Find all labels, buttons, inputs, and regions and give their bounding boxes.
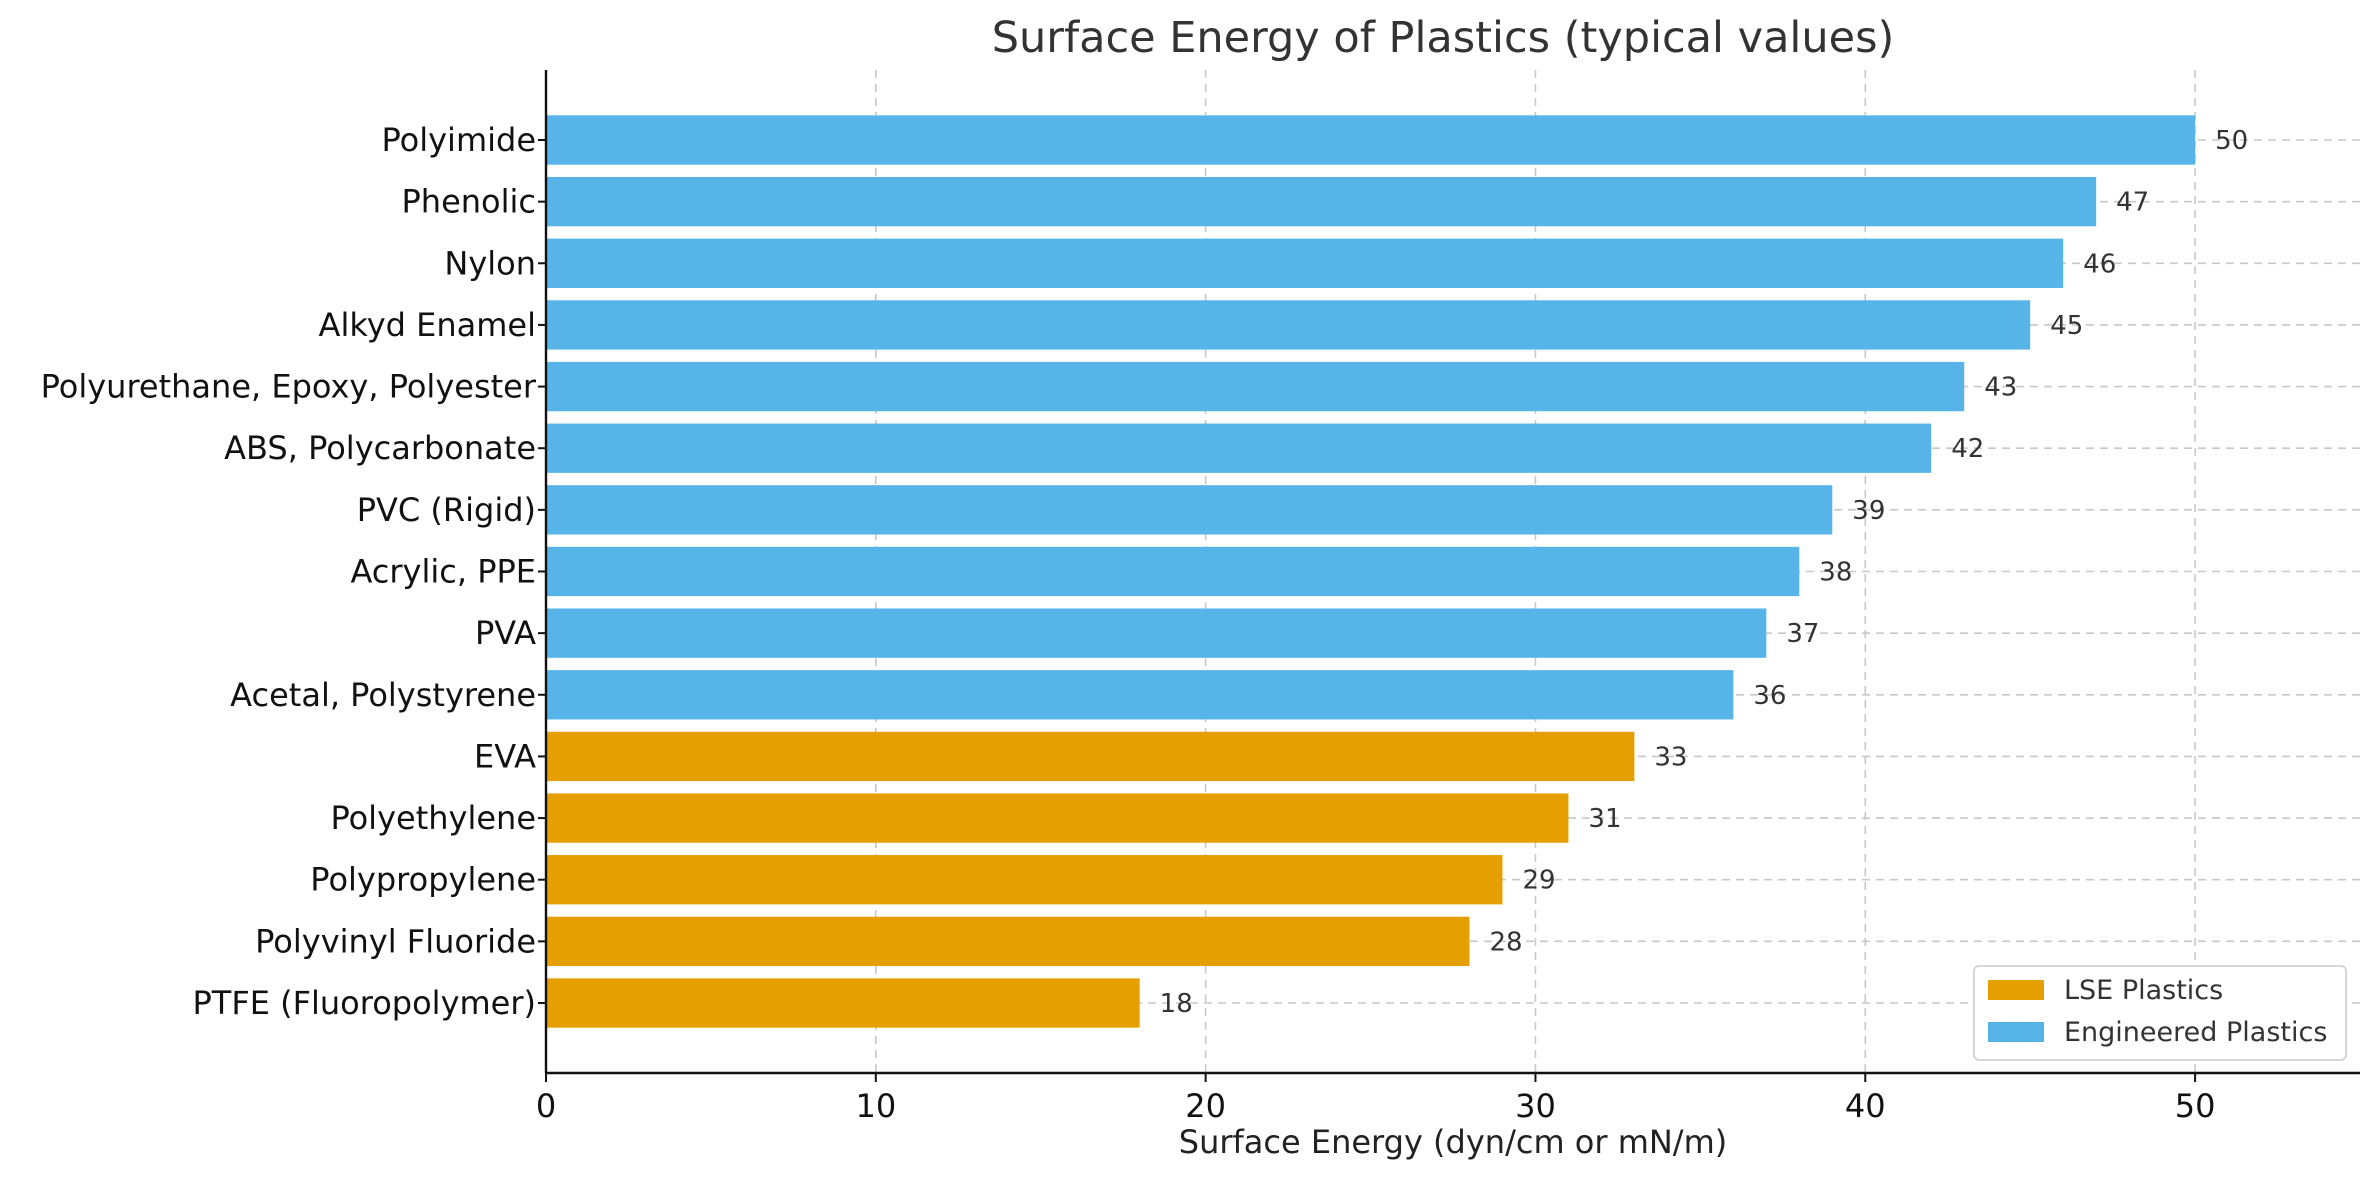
x-tick-label-10: 10 bbox=[855, 1087, 896, 1125]
value-label-ptfe-fluoropolymer: 18 bbox=[1160, 989, 1193, 1019]
bar-eva bbox=[546, 731, 1635, 782]
legend: LSE Plastics Engineered Plastics bbox=[1973, 965, 2347, 1061]
value-label-polyethylene: 31 bbox=[1588, 804, 1621, 834]
category-label-polyimide: Polyimide bbox=[381, 121, 536, 159]
value-label-phenolic: 47 bbox=[2116, 188, 2149, 218]
value-label-polyimide: 50 bbox=[2215, 126, 2248, 156]
value-label-acrylic-ppe: 38 bbox=[1819, 558, 1852, 588]
value-label-eva: 33 bbox=[1654, 742, 1687, 772]
bar-pva bbox=[546, 608, 1767, 658]
legend-swatch-lse-plastics bbox=[1988, 980, 2044, 1000]
value-label-acetal-polystyrene: 36 bbox=[1753, 681, 1786, 711]
bars bbox=[546, 115, 2196, 1028]
legend-swatch-engineered-plastics bbox=[1988, 1022, 2044, 1042]
x-tick-labels: 0 10 20 30 40 50 bbox=[536, 1073, 2216, 1125]
bar-polyimide bbox=[546, 115, 2196, 165]
legend-label-lse-plastics: LSE Plastics bbox=[2064, 975, 2223, 1006]
legend-box bbox=[1973, 965, 2347, 1061]
value-label-polyurethane-epoxy-polyester: 43 bbox=[1984, 373, 2017, 403]
value-label-nylon: 46 bbox=[2083, 249, 2116, 279]
bar-phenolic bbox=[546, 176, 2097, 227]
chart-title: Surface Energy of Plastics (typical valu… bbox=[992, 13, 1895, 63]
category-label-acrylic-ppe: Acrylic, PPE bbox=[350, 553, 536, 591]
x-tick-label-40: 40 bbox=[1845, 1087, 1886, 1125]
bar-ptfe-fluoropolymer bbox=[546, 978, 1140, 1028]
x-tick-label-50: 50 bbox=[2175, 1087, 2216, 1125]
category-label-polyurethane-epoxy-polyester: Polyurethane, Epoxy, Polyester bbox=[41, 368, 537, 406]
category-label-polyethylene: Polyethylene bbox=[330, 799, 536, 837]
value-label-abs-polycarbonate: 42 bbox=[1951, 434, 1984, 464]
category-label-pva: PVA bbox=[475, 614, 536, 652]
category-label-acetal-polystyrene: Acetal, Polystyrene bbox=[230, 676, 536, 714]
x-axis-title: Surface Energy (dyn/cm or mN/m) bbox=[1179, 1123, 1727, 1161]
category-label-eva: EVA bbox=[474, 737, 536, 775]
value-label-polyvinyl-fluoride: 28 bbox=[1489, 927, 1522, 957]
bar-acrylic-ppe bbox=[546, 546, 1800, 597]
bar-nylon bbox=[546, 238, 2064, 288]
bar-alkyd-enamel bbox=[546, 300, 2031, 350]
value-label-polypropylene: 29 bbox=[1522, 866, 1555, 896]
x-tick-label-30: 30 bbox=[1515, 1087, 1556, 1125]
bar-polyvinyl-fluoride bbox=[546, 916, 1470, 967]
category-label-ptfe-fluoropolymer: PTFE (Fluoropolymer) bbox=[192, 984, 536, 1022]
value-label-pva: 37 bbox=[1786, 619, 1819, 649]
category-labels: Polyimide Phenolic Nylon Alkyd Enamel Polyur… bbox=[41, 121, 546, 1022]
category-label-phenolic: Phenolic bbox=[402, 183, 537, 221]
bar-acetal-polystyrene bbox=[546, 670, 1734, 720]
bar-abs-polycarbonate bbox=[546, 423, 1932, 473]
category-label-nylon: Nylon bbox=[444, 244, 536, 282]
category-label-polyvinyl-fluoride: Polyvinyl Fluoride bbox=[255, 922, 536, 960]
category-label-abs-polycarbonate: ABS, Polycarbonate bbox=[224, 429, 536, 467]
value-label-pvc-rigid: 39 bbox=[1852, 496, 1885, 526]
bar-polyethylene bbox=[546, 793, 1569, 843]
category-label-alkyd-enamel: Alkyd Enamel bbox=[319, 306, 536, 344]
bar-polyurethane-epoxy-polyester bbox=[546, 361, 1965, 412]
value-labels: 50 47 46 45 43 42 39 38 37 36 33 31 29 28 18 bbox=[1160, 126, 2249, 1019]
category-label-pvc-rigid: PVC (Rigid) bbox=[357, 491, 536, 529]
value-label-alkyd-enamel: 45 bbox=[2050, 311, 2083, 341]
bar-polypropylene bbox=[546, 855, 1503, 905]
legend-label-engineered-plastics: Engineered Plastics bbox=[2064, 1017, 2327, 1048]
bar-pvc-rigid bbox=[546, 485, 1833, 535]
category-label-polypropylene: Polypropylene bbox=[310, 861, 536, 899]
x-tick-label-20: 20 bbox=[1185, 1087, 1226, 1125]
x-tick-label-0: 0 bbox=[536, 1087, 556, 1125]
